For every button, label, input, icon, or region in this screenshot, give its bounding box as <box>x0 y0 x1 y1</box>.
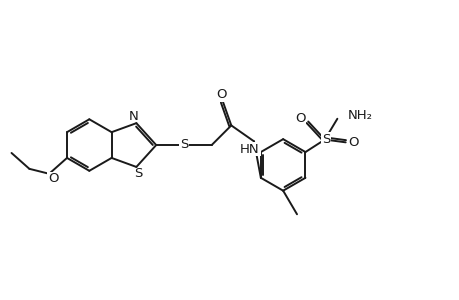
Text: HN: HN <box>240 143 259 156</box>
Text: O: O <box>48 172 58 185</box>
Text: O: O <box>347 136 358 149</box>
Text: S: S <box>179 138 188 151</box>
Text: O: O <box>294 112 305 125</box>
Text: N: N <box>128 110 138 123</box>
Text: S: S <box>321 133 330 146</box>
Text: O: O <box>216 88 227 101</box>
Text: NH₂: NH₂ <box>347 109 371 122</box>
Text: S: S <box>134 167 142 180</box>
